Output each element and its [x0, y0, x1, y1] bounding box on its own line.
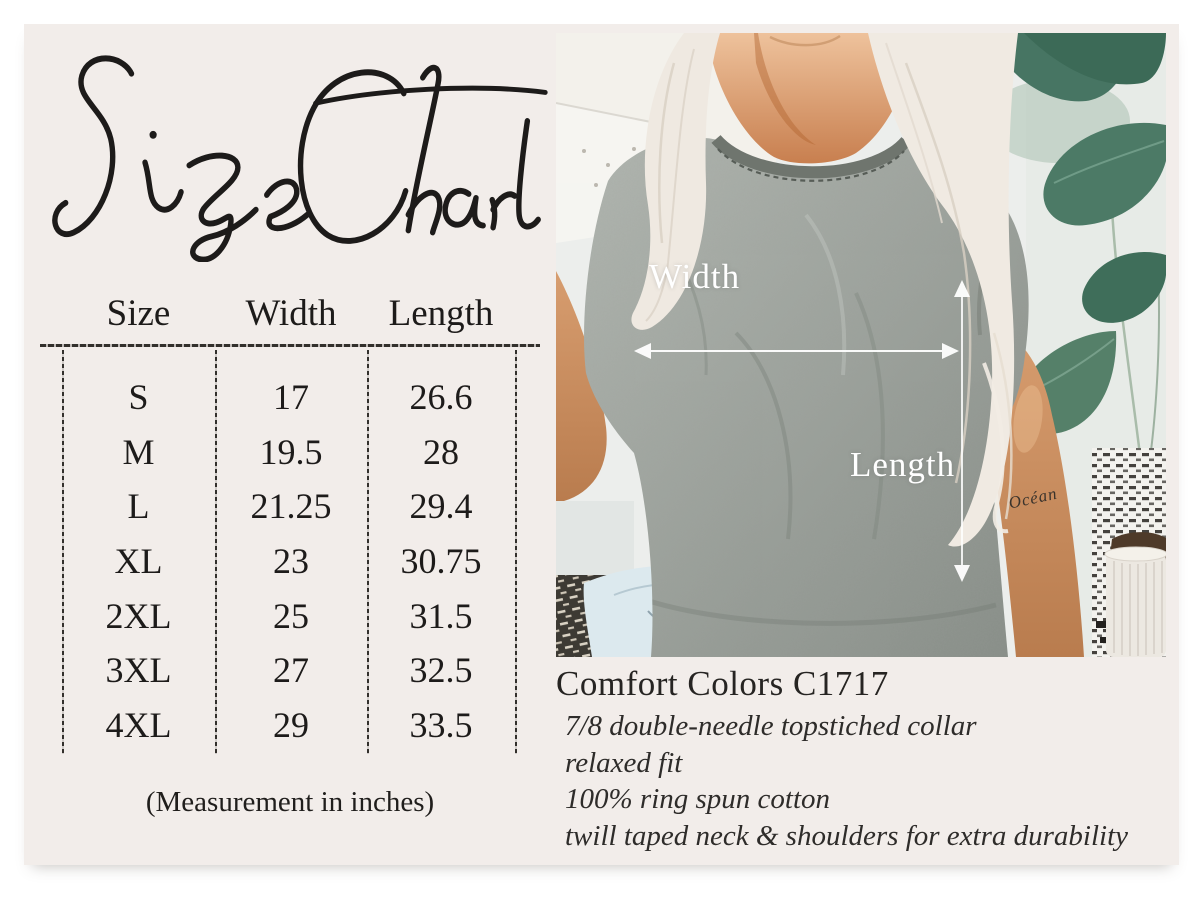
left-arm	[556, 271, 607, 501]
product-photo: Width Length Océan	[556, 33, 1166, 657]
column-header: Size	[106, 293, 171, 334]
chin-shadow	[769, 34, 841, 47]
card: Size Width Length S 17 26.6 M 19.5 28 L 21…	[24, 24, 1179, 865]
width-cell: 29	[273, 704, 309, 745]
length-cell: 26.6	[409, 377, 473, 418]
width-cell: 23	[273, 541, 309, 582]
table-row: L 21.25 29.4	[62, 479, 515, 534]
column-header: Length	[388, 293, 494, 334]
table-body: S 17 26.6 M 19.5 28 L 21.25 29.4 XL 23 3…	[62, 370, 515, 752]
size-cell: M	[122, 431, 155, 472]
page-title	[44, 50, 549, 263]
table-divider	[62, 350, 64, 754]
planter-pot	[1104, 532, 1166, 657]
feature-item: 7/8 double-needle topstiched collar	[565, 710, 977, 742]
measurement-note: (Measurement in inches)	[145, 786, 435, 818]
table-row: S 17 26.6	[62, 370, 515, 425]
feature-item: 100% ring spun cotton	[565, 783, 831, 815]
width-cell: 21.25	[250, 486, 332, 527]
neck-chest	[706, 33, 916, 164]
width-measure-label: Width	[649, 257, 741, 296]
column-header: Width	[245, 293, 337, 334]
table-row: 2XL 25 31.5	[62, 588, 515, 643]
header-rule	[40, 344, 540, 347]
table-row: XL 23 30.75	[62, 534, 515, 589]
feature-item: relaxed fit	[565, 746, 683, 779]
table-header-row: Size Width Length	[62, 292, 515, 335]
table-row: 3XL 27 32.5	[62, 643, 515, 698]
size-cell: S	[128, 377, 149, 418]
photo-illustration	[556, 33, 1166, 657]
width-arrow	[634, 343, 959, 359]
width-cell: 19.5	[259, 431, 323, 472]
length-cell: 30.75	[400, 541, 482, 582]
width-cell: 17	[273, 377, 309, 418]
table-divider	[515, 350, 517, 754]
product-info: Comfort Colors C1717 7/8 double-needle t…	[556, 664, 1171, 854]
size-cell: L	[127, 486, 150, 527]
length-cell: 31.5	[409, 595, 473, 636]
size-cell: 3XL	[105, 650, 172, 691]
table-row: 4XL 29 33.5	[62, 698, 515, 753]
length-cell: 32.5	[409, 650, 473, 691]
hair-left	[631, 33, 720, 330]
table-divider	[367, 350, 369, 754]
length-measure-label: Length	[850, 445, 956, 484]
length-cell: 33.5	[409, 704, 473, 745]
length-arrow	[954, 280, 970, 582]
length-cell: 29.4	[409, 486, 473, 527]
size-cell: 4XL	[105, 704, 172, 745]
arm-highlight	[1013, 385, 1043, 453]
script-title-drawing	[52, 55, 548, 263]
width-cell: 25	[273, 595, 309, 636]
collar	[711, 134, 911, 179]
table-row: M 19.5 28	[62, 425, 515, 480]
product-name: Comfort Colors C1717	[556, 664, 889, 703]
size-table: Size Width Length S 17 26.6 M 19.5 28 L 21…	[40, 280, 540, 855]
table-divider	[215, 350, 217, 754]
hair-right	[868, 33, 1018, 547]
size-cell: XL	[114, 541, 163, 582]
neck-shadow	[754, 33, 816, 145]
width-cell: 27	[273, 650, 309, 691]
feature-list: 7/8 double-needle topstiched collar relax…	[556, 708, 1171, 854]
feature-item: twill taped neck & shoulders for extra d…	[565, 819, 1129, 852]
length-cell: 28	[423, 431, 459, 472]
collar-stitch	[717, 148, 905, 182]
size-cell: 2XL	[105, 595, 172, 636]
